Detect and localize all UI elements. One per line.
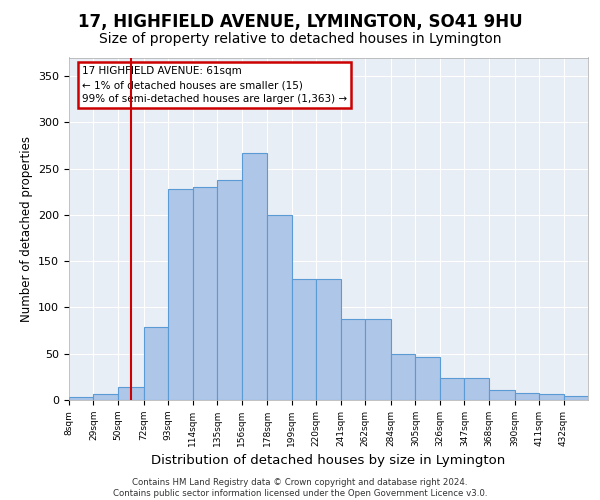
Bar: [539, 394, 563, 400]
Bar: [69, 397, 94, 400]
Bar: [563, 396, 588, 400]
Bar: [193, 187, 217, 400]
Text: 17, HIGHFIELD AVENUE, LYMINGTON, SO41 9HU: 17, HIGHFIELD AVENUE, LYMINGTON, SO41 9H…: [77, 12, 523, 30]
Bar: [391, 354, 415, 400]
Y-axis label: Number of detached properties: Number of detached properties: [20, 136, 32, 322]
Bar: [365, 320, 391, 400]
Bar: [341, 320, 365, 400]
Bar: [118, 387, 143, 400]
Text: Size of property relative to detached houses in Lymington: Size of property relative to detached ho…: [99, 32, 501, 46]
Bar: [464, 378, 489, 400]
Bar: [168, 189, 193, 400]
Bar: [316, 278, 341, 400]
Bar: [440, 378, 464, 400]
Bar: [217, 180, 242, 400]
Bar: [94, 394, 118, 400]
Bar: [515, 392, 539, 400]
Bar: [489, 390, 515, 400]
Bar: [143, 327, 168, 400]
X-axis label: Distribution of detached houses by size in Lymington: Distribution of detached houses by size …: [151, 454, 506, 468]
Bar: [292, 278, 316, 400]
Bar: [415, 358, 440, 400]
Bar: [267, 215, 292, 400]
Text: Contains HM Land Registry data © Crown copyright and database right 2024.
Contai: Contains HM Land Registry data © Crown c…: [113, 478, 487, 498]
Bar: [242, 153, 267, 400]
Text: 17 HIGHFIELD AVENUE: 61sqm
← 1% of detached houses are smaller (15)
99% of semi-: 17 HIGHFIELD AVENUE: 61sqm ← 1% of detac…: [82, 66, 347, 104]
